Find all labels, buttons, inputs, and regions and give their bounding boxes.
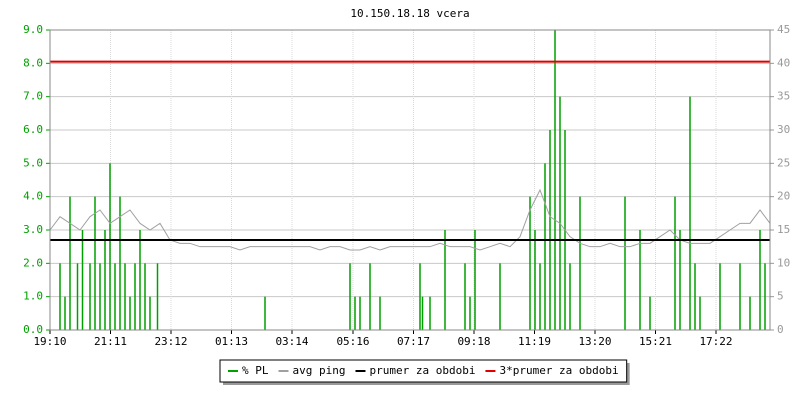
y2-tick-label: 0 [777, 323, 784, 336]
y2-tick-label: 10 [777, 256, 790, 269]
x-tick-label: 23:12 [154, 335, 187, 348]
x-tick-label: 03:14 [275, 335, 308, 348]
x-tick-label: 19:10 [33, 335, 66, 348]
legend-label: prumer za obdobi [369, 364, 475, 377]
y2-tick-label: 40 [777, 56, 790, 69]
x-tick-label: 15:21 [639, 335, 672, 348]
y2-tick-label: 35 [777, 90, 790, 103]
x-tick-label: 21:11 [94, 335, 127, 348]
y-tick-label: 9.0 [23, 23, 43, 36]
y-tick-label: 6.0 [23, 123, 43, 136]
legend-label: avg ping [293, 364, 346, 377]
y-tick-label: 0.0 [23, 323, 43, 336]
plot-frame [49, 29, 771, 331]
x-tick-label: 01:13 [215, 335, 248, 348]
y-tick-label: 8.0 [23, 56, 43, 69]
y-tick-label: 7.0 [23, 90, 43, 103]
y-tick-label: 5.0 [23, 156, 43, 169]
y2-tick-label: 30 [777, 123, 790, 136]
y-tick-label: 2.0 [23, 256, 43, 269]
x-tick-label: 09:18 [457, 335, 490, 348]
x-tick-label: 13:20 [578, 335, 611, 348]
y2-tick-label: 5 [777, 290, 784, 303]
x-tick-label: 05:16 [336, 335, 369, 348]
y2-tick-label: 45 [777, 23, 790, 36]
y2-tick-label: 20 [777, 190, 790, 203]
y-tick-label: 4.0 [23, 190, 43, 203]
y2-tick-label: 25 [777, 156, 790, 169]
y-tick-label: 1.0 [23, 290, 43, 303]
y-tick-label: 3.0 [23, 223, 43, 236]
x-tick-label: 11:19 [518, 335, 551, 348]
legend [219, 359, 628, 383]
x-tick-label: 17:22 [699, 335, 732, 348]
legend-label: 3*prumer za obdobi [499, 364, 618, 377]
y2-tick-label: 15 [777, 223, 790, 236]
x-tick-label: 07:17 [397, 335, 430, 348]
chart-title: 10.150.18.18 vcera [350, 7, 469, 20]
legend-label: % PL [242, 364, 269, 377]
